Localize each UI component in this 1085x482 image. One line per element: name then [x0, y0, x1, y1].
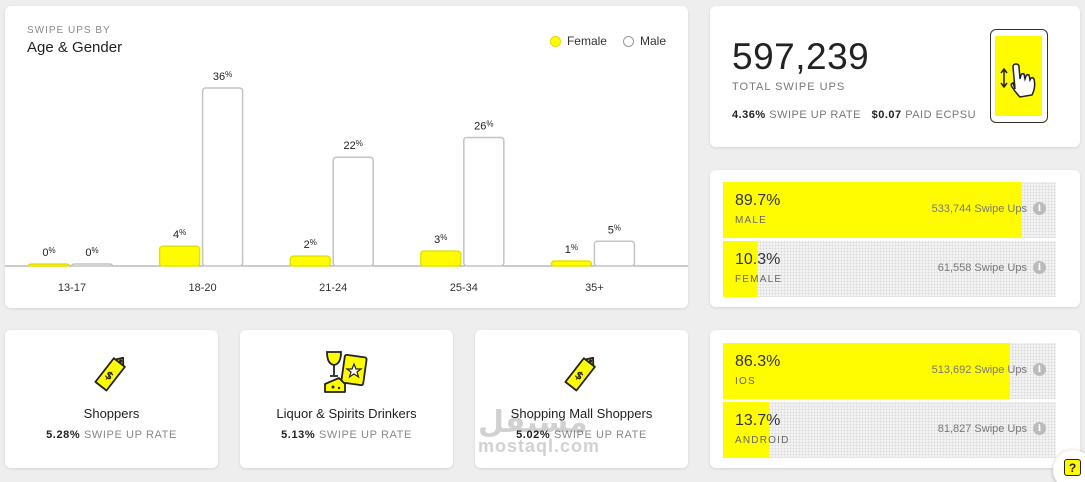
audience-name: Shopping Mall Shoppers: [510, 406, 653, 421]
data-label-female-18-20: 4%: [173, 228, 186, 241]
ecpsu-value: $0.07: [871, 109, 902, 121]
swipe-up-rate-label: SWIPE UP RATE: [769, 109, 861, 121]
audience-rate-label: SWIPE UP RATE: [553, 429, 647, 441]
x-tick-label-21-24: 21-24: [319, 282, 347, 294]
audience-rate: 5.13%: [281, 429, 316, 441]
os-ios-label: IOS: [735, 376, 756, 387]
data-label-female-13-17: 0%: [42, 246, 55, 259]
audience-card-liquor[interactable]: Liquor & Spirits Drinkers 5.13% SWIPE UP…: [240, 330, 453, 468]
gender-female-pct: 10.3%: [735, 251, 781, 268]
os-row-android: 13.7% ANDROID 81,827 Swipe Ups i: [723, 402, 1056, 458]
legend-female[interactable]: Female: [549, 34, 607, 48]
gender-female-fill: [723, 241, 758, 297]
audience-rate-label: SWIPE UP RATE: [83, 429, 177, 441]
info-icon[interactable]: i: [1033, 202, 1046, 215]
wine-cheese-icon: [323, 351, 367, 393]
os-android-label: ANDROID: [735, 435, 790, 446]
os-ios-count: 513,692 Swipe Ups: [931, 363, 1027, 376]
legend-male-swatch: [622, 35, 634, 47]
bar-female-35+: [550, 260, 593, 267]
bar-chart: 0% 0% 13-17 4% 36% 18-20 2% 22% 21-24 3% 26% 25-34 1…: [5, 70, 688, 294]
bar-female-18-20: [158, 245, 201, 267]
gender-male-label: MALE: [735, 215, 768, 226]
legend-female-swatch: [549, 35, 561, 47]
price-tag-icon: $: [564, 356, 596, 392]
phone-swipe-icon: [990, 29, 1048, 123]
x-tick-label-25-34: 25-34: [450, 282, 478, 294]
gender-row-female: 10.3% FEMALE 61,558 Swipe Ups i: [723, 241, 1056, 297]
audience-rate: 5.28%: [46, 429, 81, 441]
bar-male-35+: [593, 240, 636, 267]
rate-summary: 4.36% SWIPE UP RATE $0.07 PAID ECPSU: [732, 109, 976, 121]
bar-male-21-24: [332, 156, 374, 267]
info-icon[interactable]: i: [1033, 363, 1046, 376]
os-android-pct: 13.7%: [735, 412, 781, 429]
data-label-male-13-17: 0%: [85, 246, 98, 259]
legend-male-label: Male: [639, 34, 666, 48]
bar-female-13-17: [28, 263, 70, 267]
legend-male[interactable]: Male: [622, 34, 666, 48]
os-android-fill: [723, 402, 769, 458]
os-breakdown-card: 86.3% IOS 513,692 Swipe Ups i 13.7% ANDR…: [710, 330, 1080, 468]
audience-name: Shoppers: [83, 406, 140, 421]
ecpsu-label: PAID ECPSU: [905, 109, 977, 121]
data-label-female-35+: 1%: [565, 243, 578, 256]
gender-male-pct: 89.7%: [735, 192, 781, 209]
audience-rate-label: SWIPE UP RATE: [318, 429, 412, 441]
gender-female-count: 61,558 Swipe Ups: [937, 261, 1027, 274]
summary-card: 597,239 TOTAL SWIPE UPS 4.36% SWIPE UP R…: [710, 6, 1080, 147]
total-swipe-ups-label: TOTAL SWIPE UPS: [732, 81, 846, 93]
swipe-up-rate-value: 4.36%: [732, 109, 766, 121]
x-tick-label-13-17: 13-17: [58, 282, 86, 294]
data-label-male-18-20: 36%: [213, 70, 232, 83]
os-ios-pct: 86.3%: [735, 353, 781, 370]
gender-female-label: FEMALE: [735, 274, 783, 285]
help-icon: ?: [1064, 459, 1081, 476]
chart-title: Age & Gender: [27, 39, 123, 56]
os-ios-fill: [723, 343, 1011, 399]
gender-breakdown-card: 89.7% MALE 533,744 Swipe Ups i 10.3% FEM…: [710, 170, 1080, 307]
os-row-ios: 86.3% IOS 513,692 Swipe Ups i: [723, 343, 1056, 399]
bar-female-21-24: [289, 255, 331, 267]
os-android-count: 81,827 Swipe Ups: [937, 422, 1027, 435]
x-tick-label-35+: 35+: [585, 282, 604, 294]
chart-legend: Female Male: [534, 34, 666, 48]
data-label-female-25-34: 3%: [434, 233, 447, 246]
audience-card-mall-shoppers[interactable]: $ Shopping Mall Shoppers 5.02% SWIPE UP …: [475, 330, 688, 468]
data-label-male-35+: 5%: [608, 223, 621, 236]
age-gender-chart-card: SWIPE UPS BY Age & Gender Female Male 0%…: [5, 6, 688, 308]
bar-male-25-34: [463, 136, 505, 267]
data-label-female-21-24: 2%: [304, 238, 317, 251]
audience-rate: 5.02%: [516, 429, 551, 441]
swipe-hand-icon: [999, 62, 1035, 98]
audience-card-shoppers[interactable]: $ Shoppers 5.28% SWIPE UP RATE: [5, 330, 218, 468]
price-tag-icon: $: [94, 356, 126, 392]
gender-row-male: 89.7% MALE 533,744 Swipe Ups i: [723, 182, 1056, 238]
total-swipe-ups: 597,239: [732, 36, 870, 77]
data-label-male-21-24: 22%: [344, 139, 363, 152]
info-icon[interactable]: i: [1033, 261, 1046, 274]
data-label-male-25-34: 26%: [474, 119, 493, 132]
legend-female-label: Female: [566, 34, 607, 48]
gender-male-count: 533,744 Swipe Ups: [931, 202, 1027, 215]
bar-female-25-34: [420, 250, 462, 267]
audience-name: Liquor & Spirits Drinkers: [276, 406, 417, 421]
info-icon[interactable]: i: [1033, 422, 1046, 435]
chart-kicker: SWIPE UPS BY: [27, 25, 111, 36]
bar-male-18-20: [201, 87, 244, 267]
help-button[interactable]: ?: [1053, 450, 1085, 482]
bar-male-13-17: [71, 263, 113, 267]
x-tick-label-18-20: 18-20: [189, 282, 217, 294]
gender-male-fill: [723, 182, 1022, 238]
